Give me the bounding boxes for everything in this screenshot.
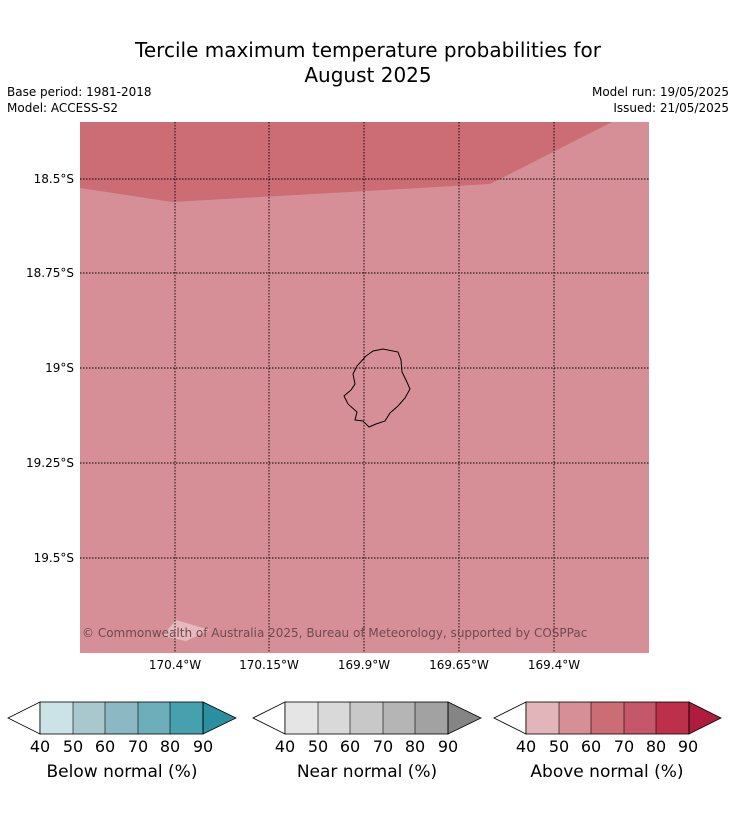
gridlines	[80, 122, 649, 653]
colorbar-above-swatch-4	[624, 702, 656, 734]
colorbar-above-tick: 90	[677, 737, 699, 756]
colorbar-below-swatch-3	[105, 702, 138, 734]
colorbar-above-high-arrow	[688, 701, 722, 735]
colorbar-below-tick: 60	[94, 737, 116, 756]
map-title: Tercile maximum temperature probabilitie…	[0, 38, 736, 88]
colorbar-below-tick: 40	[29, 737, 51, 756]
colorbar-below-swatch-5	[170, 702, 203, 734]
lat-label-18-75: 18.75°S	[26, 266, 74, 280]
colorbar-near-swatch-3	[350, 702, 383, 734]
lon-label-169-9: 169.9°W	[337, 658, 391, 672]
colorbar-near-tick: 60	[339, 737, 361, 756]
colorbar-near-swatch-4	[383, 702, 415, 734]
lon-label-169-65: 169.65°W	[429, 658, 489, 672]
lat-label-19: 19°S	[45, 361, 74, 375]
colorbar-near-low-arrow	[252, 701, 286, 735]
colorbar-above-normal	[493, 701, 722, 735]
model-run: Model run: 19/05/2025	[591, 85, 729, 99]
island-outline	[343, 348, 411, 428]
colorbar-below-high-arrow	[202, 701, 237, 735]
copyright-notice: © Commonwealth of Australia 2025, Bureau…	[82, 626, 588, 640]
region-above-60-70	[80, 122, 612, 202]
colorbar-above-low-arrow	[493, 701, 527, 735]
colorbar-above-label: Above normal (%)	[530, 762, 684, 782]
colorbar-near-label: Near normal (%)	[296, 762, 438, 782]
colorbar-below-normal	[7, 701, 237, 735]
colorbar-below-tick: 90	[192, 737, 214, 756]
base-period: Base period: 1981-2018	[7, 85, 152, 99]
meta-left: Base period: 1981-2018 Model: ACCESS-S2	[7, 84, 152, 116]
colorbar-below-tick: 80	[159, 737, 181, 756]
colorbar-near-tick: 80	[404, 737, 426, 756]
colorbar-near-tick: 50	[307, 737, 329, 756]
lat-label-19-5: 19.5°S	[33, 551, 74, 565]
meta-right: Model run: 19/05/2025 Issued: 21/05/2025	[592, 84, 729, 116]
colorbar-near-swatch-1	[285, 702, 318, 734]
lat-label-19-25: 19.25°S	[26, 456, 74, 470]
colorbar-above-tick: 80	[645, 737, 667, 756]
colorbar-below-tick: 50	[62, 737, 84, 756]
issued-date: Issued: 21/05/2025	[613, 101, 729, 115]
region-near-normal-patch	[162, 620, 210, 641]
colorbar-above-tick: 40	[515, 737, 537, 756]
colorbar-near-swatch-5	[415, 702, 448, 734]
colorbar-above-tick: 70	[613, 737, 635, 756]
colorbar-below-swatch-2	[73, 702, 105, 734]
lon-label-170-4: 170.4°W	[148, 658, 202, 672]
colorbar-above-swatch-3	[591, 702, 624, 734]
colorbar-below-swatch-1	[40, 702, 73, 734]
region-above-50-60	[80, 122, 649, 653]
colorbar-near-swatch-2	[318, 702, 350, 734]
colorbar-above-swatch-5	[656, 702, 689, 734]
title-line-1: Tercile maximum temperature probabilitie…	[135, 38, 601, 62]
title-line-2: August 2025	[304, 63, 432, 87]
colorbar-above-swatch-1	[526, 702, 559, 734]
colorbar-near-high-arrow	[447, 701, 482, 735]
colorbar-below-label: Below normal (%)	[46, 762, 198, 782]
colorbar-below-swatch-4	[138, 702, 170, 734]
colorbar-near-tick: 90	[437, 737, 459, 756]
colorbar-below-low-arrow	[7, 701, 41, 735]
lon-label-170-15: 170.15°W	[239, 658, 299, 672]
colorbar-above-swatch-2	[559, 702, 591, 734]
colorbar-above-tick: 50	[548, 737, 570, 756]
model-name: Model: ACCESS-S2	[7, 101, 119, 115]
colorbar-below-tick: 70	[127, 737, 149, 756]
colorbar-near-tick: 70	[372, 737, 394, 756]
colorbar-near-normal	[252, 701, 482, 735]
lon-label-169-4: 169.4°W	[527, 658, 581, 672]
colorbar-above-tick: 60	[580, 737, 602, 756]
colorbar-near-tick: 40	[274, 737, 296, 756]
lat-label-18-5: 18.5°S	[33, 172, 74, 186]
